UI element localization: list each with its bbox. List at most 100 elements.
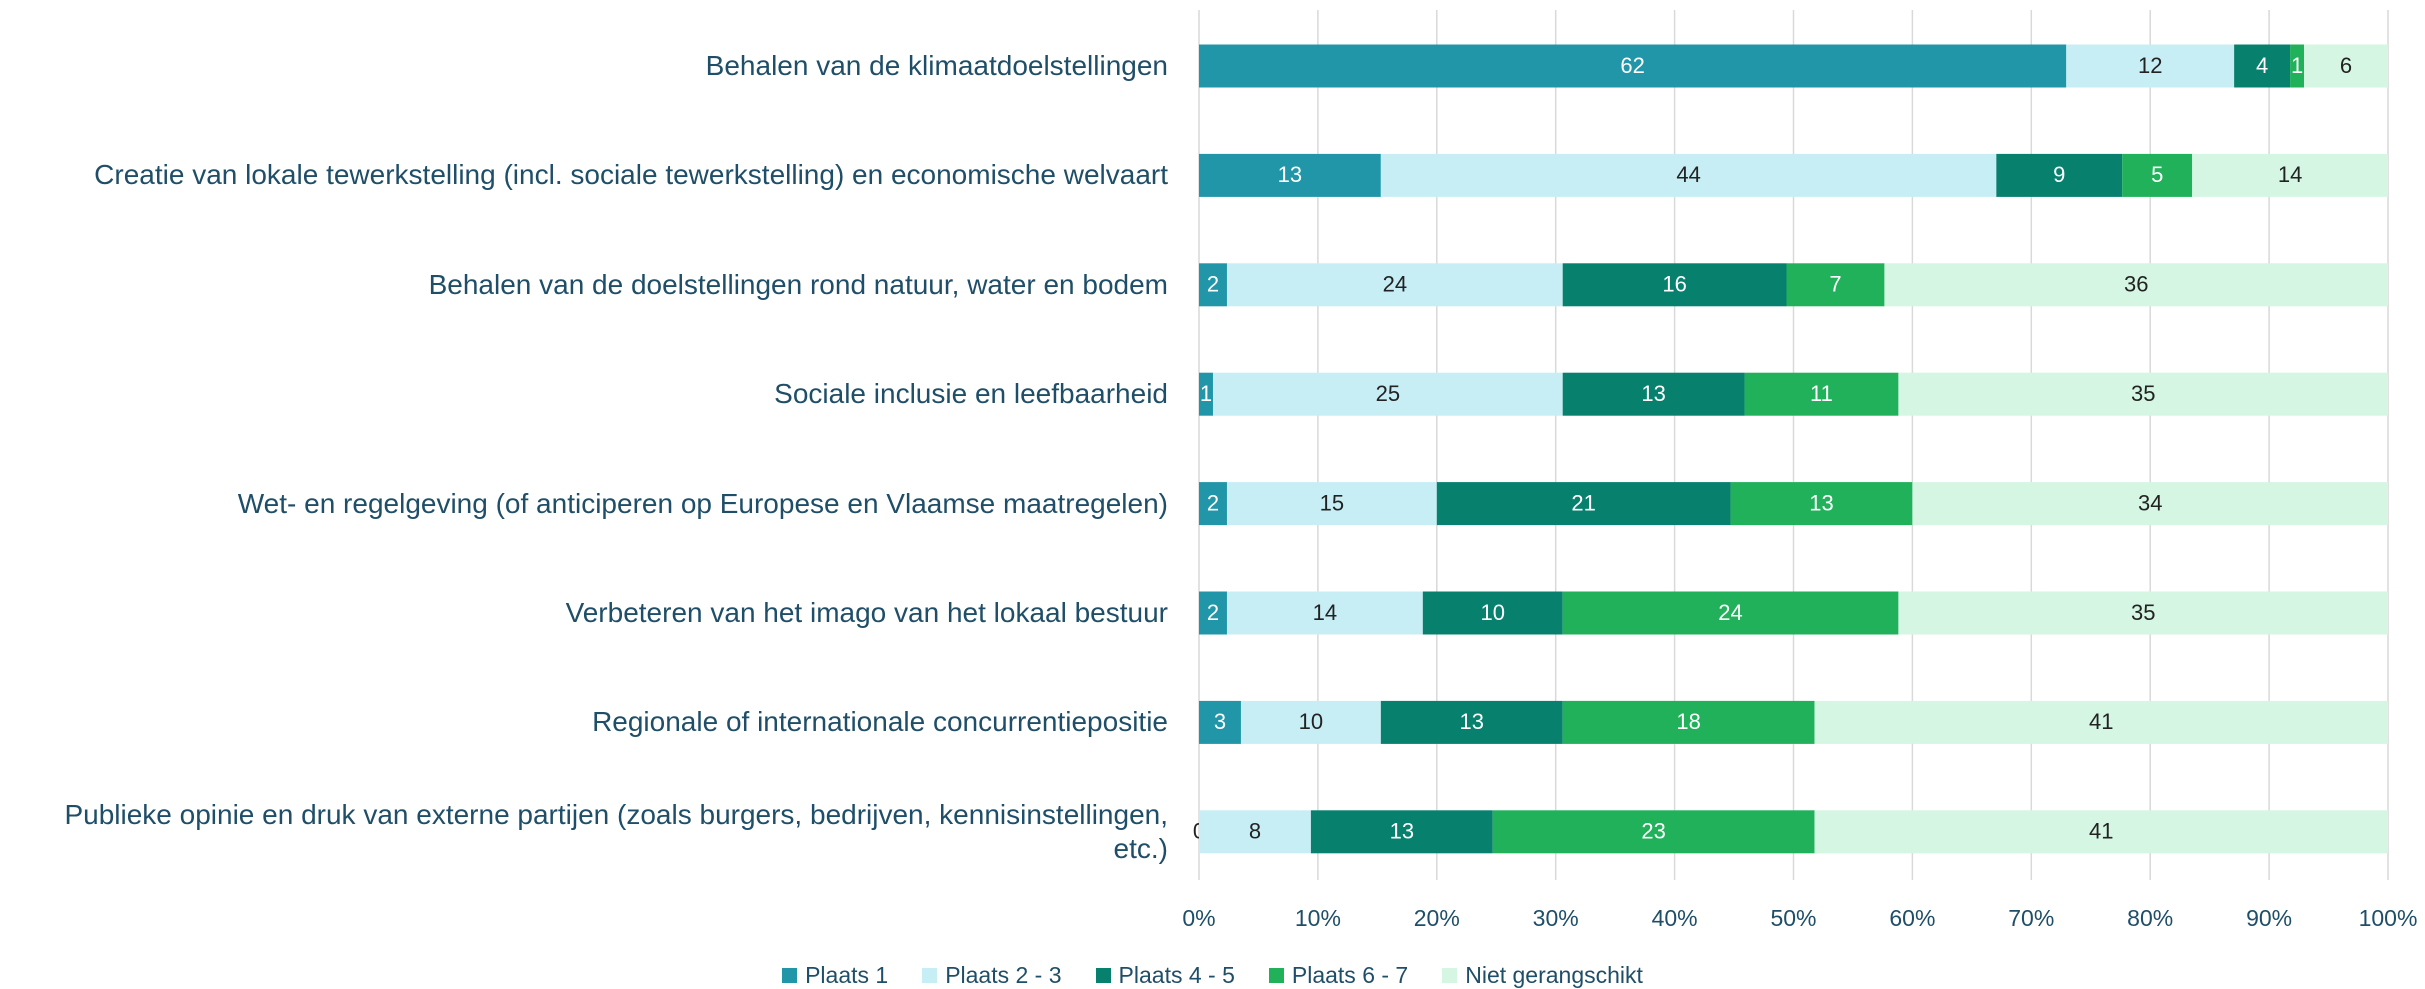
bar-segment xyxy=(1310,810,1493,854)
data-label: 24 xyxy=(1718,600,1742,625)
bar-segment xyxy=(1786,263,1885,307)
data-label: 11 xyxy=(1810,381,1833,406)
x-tick-label: 30% xyxy=(1533,905,1579,931)
bar-segment xyxy=(1884,263,2388,307)
legend-swatch xyxy=(922,968,938,983)
data-label: 13 xyxy=(1809,490,1833,515)
bar-segment xyxy=(1730,482,1913,526)
category-label: Behalen van de doelstellingen rond natuu… xyxy=(428,268,1168,300)
legend-label: Niet gerangschikt xyxy=(1465,962,1643,988)
bar-segment xyxy=(1199,700,1241,744)
data-label: 16 xyxy=(1662,272,1686,297)
category-label: Verbeteren van het imago van het lokaal … xyxy=(565,597,1168,628)
data-label: 41 xyxy=(2089,709,2113,734)
bar-segment xyxy=(1814,700,2388,744)
bar-segment xyxy=(1199,153,1381,197)
data-label: 21 xyxy=(1571,490,1595,515)
data-label: 9 xyxy=(2053,162,2065,187)
bar-segment xyxy=(1912,482,2388,526)
bar-segment xyxy=(1199,44,2067,88)
data-label: 15 xyxy=(1320,490,1344,515)
data-label: 62 xyxy=(1620,53,1644,78)
bar-segment xyxy=(1996,153,2123,197)
category-label: Creatie van lokale tewerkstelling (incl.… xyxy=(94,159,1168,191)
data-label: 35 xyxy=(2131,600,2155,625)
data-label: 10 xyxy=(1481,600,1505,625)
x-tick-label: 60% xyxy=(1889,905,1935,931)
category-label: Sociale inclusie en leefbaarheid xyxy=(774,378,1168,410)
data-label: 4 xyxy=(2256,53,2268,78)
bar-segment xyxy=(1199,372,1213,416)
bar-segment xyxy=(1199,482,1227,526)
data-label: 44 xyxy=(1676,162,1700,187)
bar-segment xyxy=(1199,591,1227,635)
bar-segment xyxy=(1199,810,1311,854)
data-label: 5 xyxy=(2151,162,2163,187)
bar-segment xyxy=(1744,372,1899,416)
data-label: 6 xyxy=(2340,53,2352,78)
x-tick-label: 50% xyxy=(1770,905,1816,931)
data-label: 14 xyxy=(1313,600,1337,625)
bar-segment xyxy=(1436,482,1731,526)
category-label: Regionale of internationale concurrentie… xyxy=(592,706,1168,738)
bar-segment xyxy=(1226,482,1437,526)
legend-swatch xyxy=(1442,968,1458,983)
data-label: 1 xyxy=(1200,381,1212,406)
legend-item: Plaats 6 - 7 xyxy=(1268,962,1409,989)
legend-label: Plaats 2 - 3 xyxy=(945,962,1062,988)
legend-label: Plaats 1 xyxy=(805,962,889,988)
data-label: 12 xyxy=(2138,53,2162,78)
x-tick-label: 90% xyxy=(2246,905,2292,931)
legend: Plaats 1 Plaats 2 - 3 Plaats 4 - 5 Plaats 6… xyxy=(0,962,2425,989)
data-label: 2 xyxy=(1207,600,1219,625)
data-label: 7 xyxy=(1829,272,1841,297)
data-label: 3 xyxy=(1214,709,1226,734)
data-label: 2 xyxy=(1207,490,1219,515)
legend-swatch xyxy=(782,968,798,983)
bar-segment xyxy=(1422,591,1563,635)
data-label: 10 xyxy=(1299,709,1323,734)
legend-swatch xyxy=(1268,968,1284,983)
bar-segment xyxy=(1562,372,1745,416)
legend-item: Plaats 1 xyxy=(782,962,888,989)
bar-segment xyxy=(2122,153,2193,197)
data-label: 8 xyxy=(1249,819,1261,844)
legend-item: Plaats 4 - 5 xyxy=(1095,962,1235,989)
category-label: Behalen van de klimaatdoelstellingen xyxy=(705,50,1168,81)
data-label: 14 xyxy=(2278,162,2302,187)
data-label: 1 xyxy=(2291,53,2303,78)
bar-segment xyxy=(1562,263,1787,307)
data-label: 41 xyxy=(2089,819,2113,844)
data-label: 35 xyxy=(2131,381,2155,406)
x-tick-label: 80% xyxy=(2127,905,2173,931)
bar-segment xyxy=(1240,700,1381,744)
bar-segment xyxy=(1212,372,1563,416)
bar-segment xyxy=(1492,810,1815,854)
bar-segment xyxy=(1380,700,1563,744)
x-tick-label: 70% xyxy=(2008,905,2054,931)
bar-segment xyxy=(2304,44,2388,88)
bar-segment xyxy=(2192,153,2388,197)
data-label: 13 xyxy=(1460,709,1484,734)
bar-segment xyxy=(2290,44,2305,88)
data-label: 18 xyxy=(1676,709,1700,734)
bar-segment xyxy=(1380,153,1997,197)
data-label: 23 xyxy=(1641,819,1665,844)
x-tick-label: 20% xyxy=(1414,905,1460,931)
legend-label: Plaats 6 - 7 xyxy=(1291,962,1409,988)
legend-item: Plaats 2 - 3 xyxy=(922,962,1062,989)
data-label: 36 xyxy=(2124,272,2148,297)
bar-segment xyxy=(1199,263,1227,307)
bar-segment xyxy=(1562,700,1815,744)
category-label: Publieke opinie en druk van externe part… xyxy=(64,798,1168,864)
bar-segment xyxy=(2234,44,2291,88)
category-label: Wet- en regelgeving (of anticiperen op E… xyxy=(237,487,1168,519)
bar-segment xyxy=(1562,591,1899,635)
data-label: 13 xyxy=(1278,162,1302,187)
bar-segment xyxy=(1226,591,1423,635)
legend-item: Niet gerangschikt xyxy=(1442,962,1643,989)
bar-segment xyxy=(1898,591,2388,635)
bar-segment xyxy=(1226,263,1563,307)
